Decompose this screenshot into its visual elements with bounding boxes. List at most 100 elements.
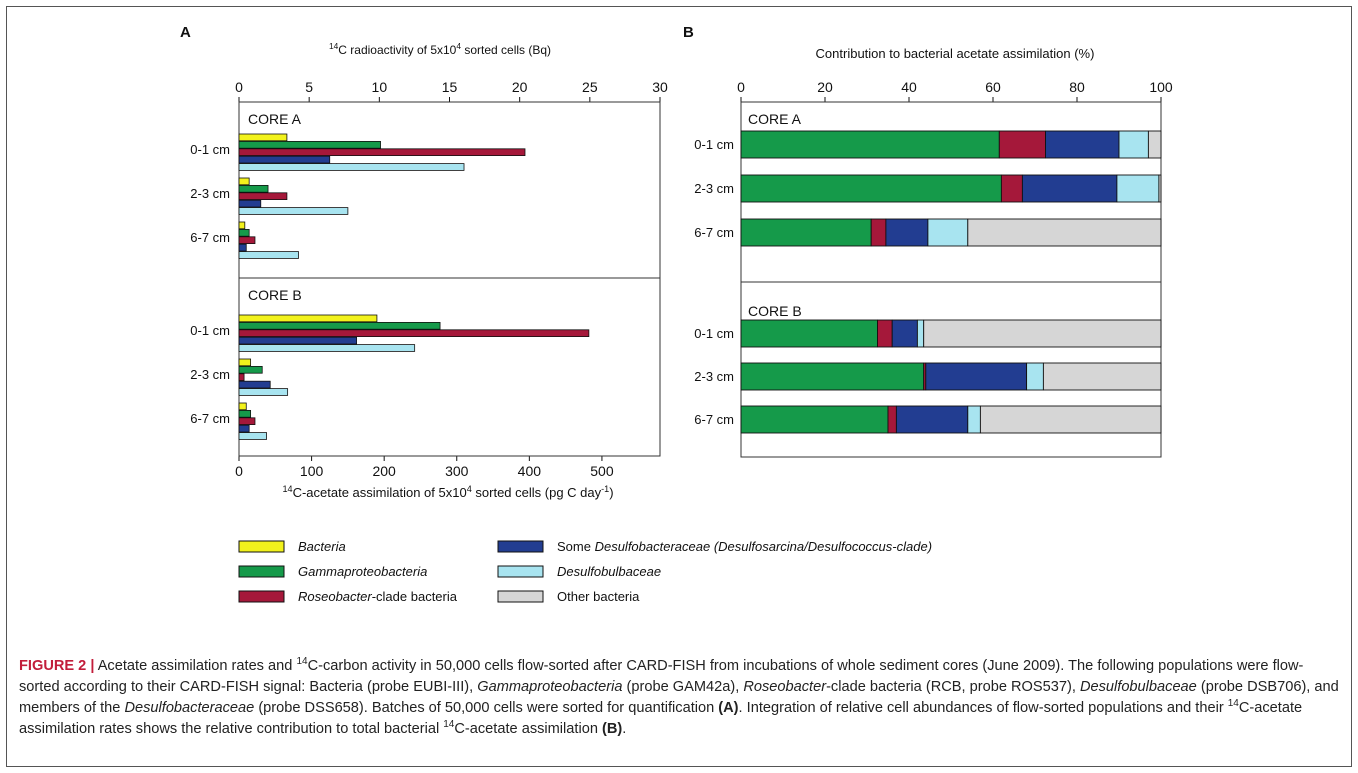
stacked-segment-b: [967, 405, 981, 434]
stacked-segment-b: [1147, 130, 1162, 159]
stacked-segment-b: [1045, 130, 1120, 159]
bottom-tick-label-a: 0: [235, 463, 243, 479]
caption-text: Acetate assimilation rates and: [94, 658, 297, 674]
caption-text: (probe DSS658). Batches of 50,000 cells …: [254, 700, 719, 716]
bottom-tick-label-a: 100: [300, 463, 324, 479]
stacked-segment-b: [877, 319, 893, 348]
bar-a: [238, 321, 441, 330]
depth-label-a: 0-1 cm: [190, 323, 230, 338]
bar-a: [238, 192, 288, 201]
top-tick-label-a: 15: [442, 79, 458, 95]
stacked-segment-b: [895, 405, 969, 434]
bar-a: [238, 388, 289, 396]
top-tick-label-b: 20: [817, 79, 833, 95]
stacked-segment-b: [1026, 362, 1044, 391]
stacked-segment-b: [740, 174, 1002, 203]
top-axis-label-b: Contribution to bacterial acetate assimi…: [816, 46, 1095, 61]
bar-a: [238, 365, 263, 374]
legend-label: Some Desulfobacteraceae (Desulfosarcina/…: [557, 539, 932, 554]
caption-label: FIGURE 2 |: [19, 658, 95, 674]
top-tick-label-a: 25: [582, 79, 598, 95]
bar-a: [238, 409, 252, 418]
core-label-b: CORE A: [748, 111, 802, 127]
caption-italic: Desulfobulbaceae: [1079, 679, 1197, 695]
legend-label: Desulfobulbaceae: [557, 564, 661, 579]
caption-text: (probe GAM42a),: [622, 679, 744, 695]
bar-a: [238, 424, 250, 433]
stacked-segment-b: [1116, 174, 1160, 203]
caption-text: C-acetate assimilation rates shows the r…: [19, 700, 1303, 737]
depth-label-a: 0-1 cm: [190, 142, 230, 157]
bar-a: [238, 199, 262, 208]
legend-swatch: [497, 565, 544, 578]
figure-caption: FIGURE 2 | Acetate assimilation rates an…: [19, 656, 1341, 740]
stacked-segment-b: [998, 130, 1046, 159]
stacked-segment-b: [887, 405, 897, 434]
bar-a: [238, 373, 245, 381]
depth-label-a: 2-3 cm: [190, 186, 230, 201]
figure-charts: A 14C radioactivity of 5x104 sorted cells…: [180, 24, 1173, 604]
bar-a: [238, 163, 465, 171]
stacked-segment-b: [923, 319, 1162, 348]
plot-frame-a: [238, 101, 661, 457]
stacked-segment-b: [1158, 174, 1162, 203]
legend-label: Bacteria: [298, 539, 346, 554]
legend: Bacteria Gammaproteobacteria Roseobacter-c…: [238, 539, 932, 604]
caption-text: -clade bacteria (RCB, probe ROS537),: [826, 679, 1080, 695]
bar-a: [238, 243, 247, 252]
stacked-segment-b: [925, 362, 1028, 391]
top-tick-label-a: 10: [372, 79, 388, 95]
stacked-segment-b: [740, 218, 872, 247]
stacked-segment-b: [967, 218, 1162, 247]
caption-text: C-acetate assimilation: [454, 721, 602, 737]
bottom-tick-label-a: 300: [445, 463, 469, 479]
caption-italic: Desulfobacteraceae: [124, 700, 255, 716]
stacked-segment-b: [979, 405, 1162, 434]
bar-a: [238, 228, 250, 237]
top-tick-label-b: 80: [1069, 79, 1085, 95]
bar-a: [238, 329, 590, 337]
plot-frame-b: [740, 101, 1162, 458]
caption-sup: 14: [443, 719, 455, 731]
top-tick-label-a: 0: [235, 79, 243, 95]
top-tick-label-b: 60: [985, 79, 1001, 95]
legend-swatch: [497, 590, 544, 603]
bar-a: [238, 177, 250, 186]
panel-label-b: B: [683, 24, 694, 41]
stacked-segment-b: [1118, 130, 1149, 159]
depth-label-b: 6-7 cm: [694, 412, 734, 427]
top-tick-label-b: 0: [737, 79, 745, 95]
caption-text: . Integration of relative cell abundance…: [738, 700, 1228, 716]
bar-a: [238, 402, 247, 411]
bottom-tick-label-a: 400: [518, 463, 542, 479]
depth-label-b: 2-3 cm: [694, 369, 734, 384]
bar-a: [238, 155, 331, 164]
bar-a: [238, 133, 288, 142]
panel-b: B Contribution to bacterial acetate assim…: [683, 24, 1173, 458]
caption-italic: Roseobacter: [743, 679, 827, 695]
bar-a: [238, 336, 357, 345]
figure-frame: [6, 6, 1352, 767]
legend-swatch: [497, 540, 544, 553]
legend-swatch: [238, 565, 285, 578]
core-label-a: CORE B: [248, 287, 302, 303]
bar-a: [238, 380, 271, 389]
stacked-segment-b: [1000, 174, 1023, 203]
bar-a: [238, 314, 378, 323]
stacked-segment-b: [740, 362, 925, 391]
core-label-a: CORE A: [248, 111, 302, 127]
depth-label-b: 6-7 cm: [694, 225, 734, 240]
top-tick-label-a: 5: [305, 79, 313, 95]
top-tick-label-a: 30: [652, 79, 668, 95]
stacked-segment-b: [1042, 362, 1162, 391]
depth-label-a: 6-7 cm: [190, 411, 230, 426]
depth-label-b: 0-1 cm: [694, 137, 734, 152]
top-axis-label-a: 14C radioactivity of 5x104 sorted cells …: [329, 41, 551, 57]
bar-a: [238, 221, 246, 230]
depth-label-b: 0-1 cm: [694, 326, 734, 341]
stacked-segment-b: [1021, 174, 1118, 203]
bar-a: [238, 358, 252, 367]
stacked-segment-b: [927, 218, 969, 247]
stacked-segment-b: [740, 319, 878, 348]
legend-label: Gammaproteobacteria: [298, 564, 427, 579]
